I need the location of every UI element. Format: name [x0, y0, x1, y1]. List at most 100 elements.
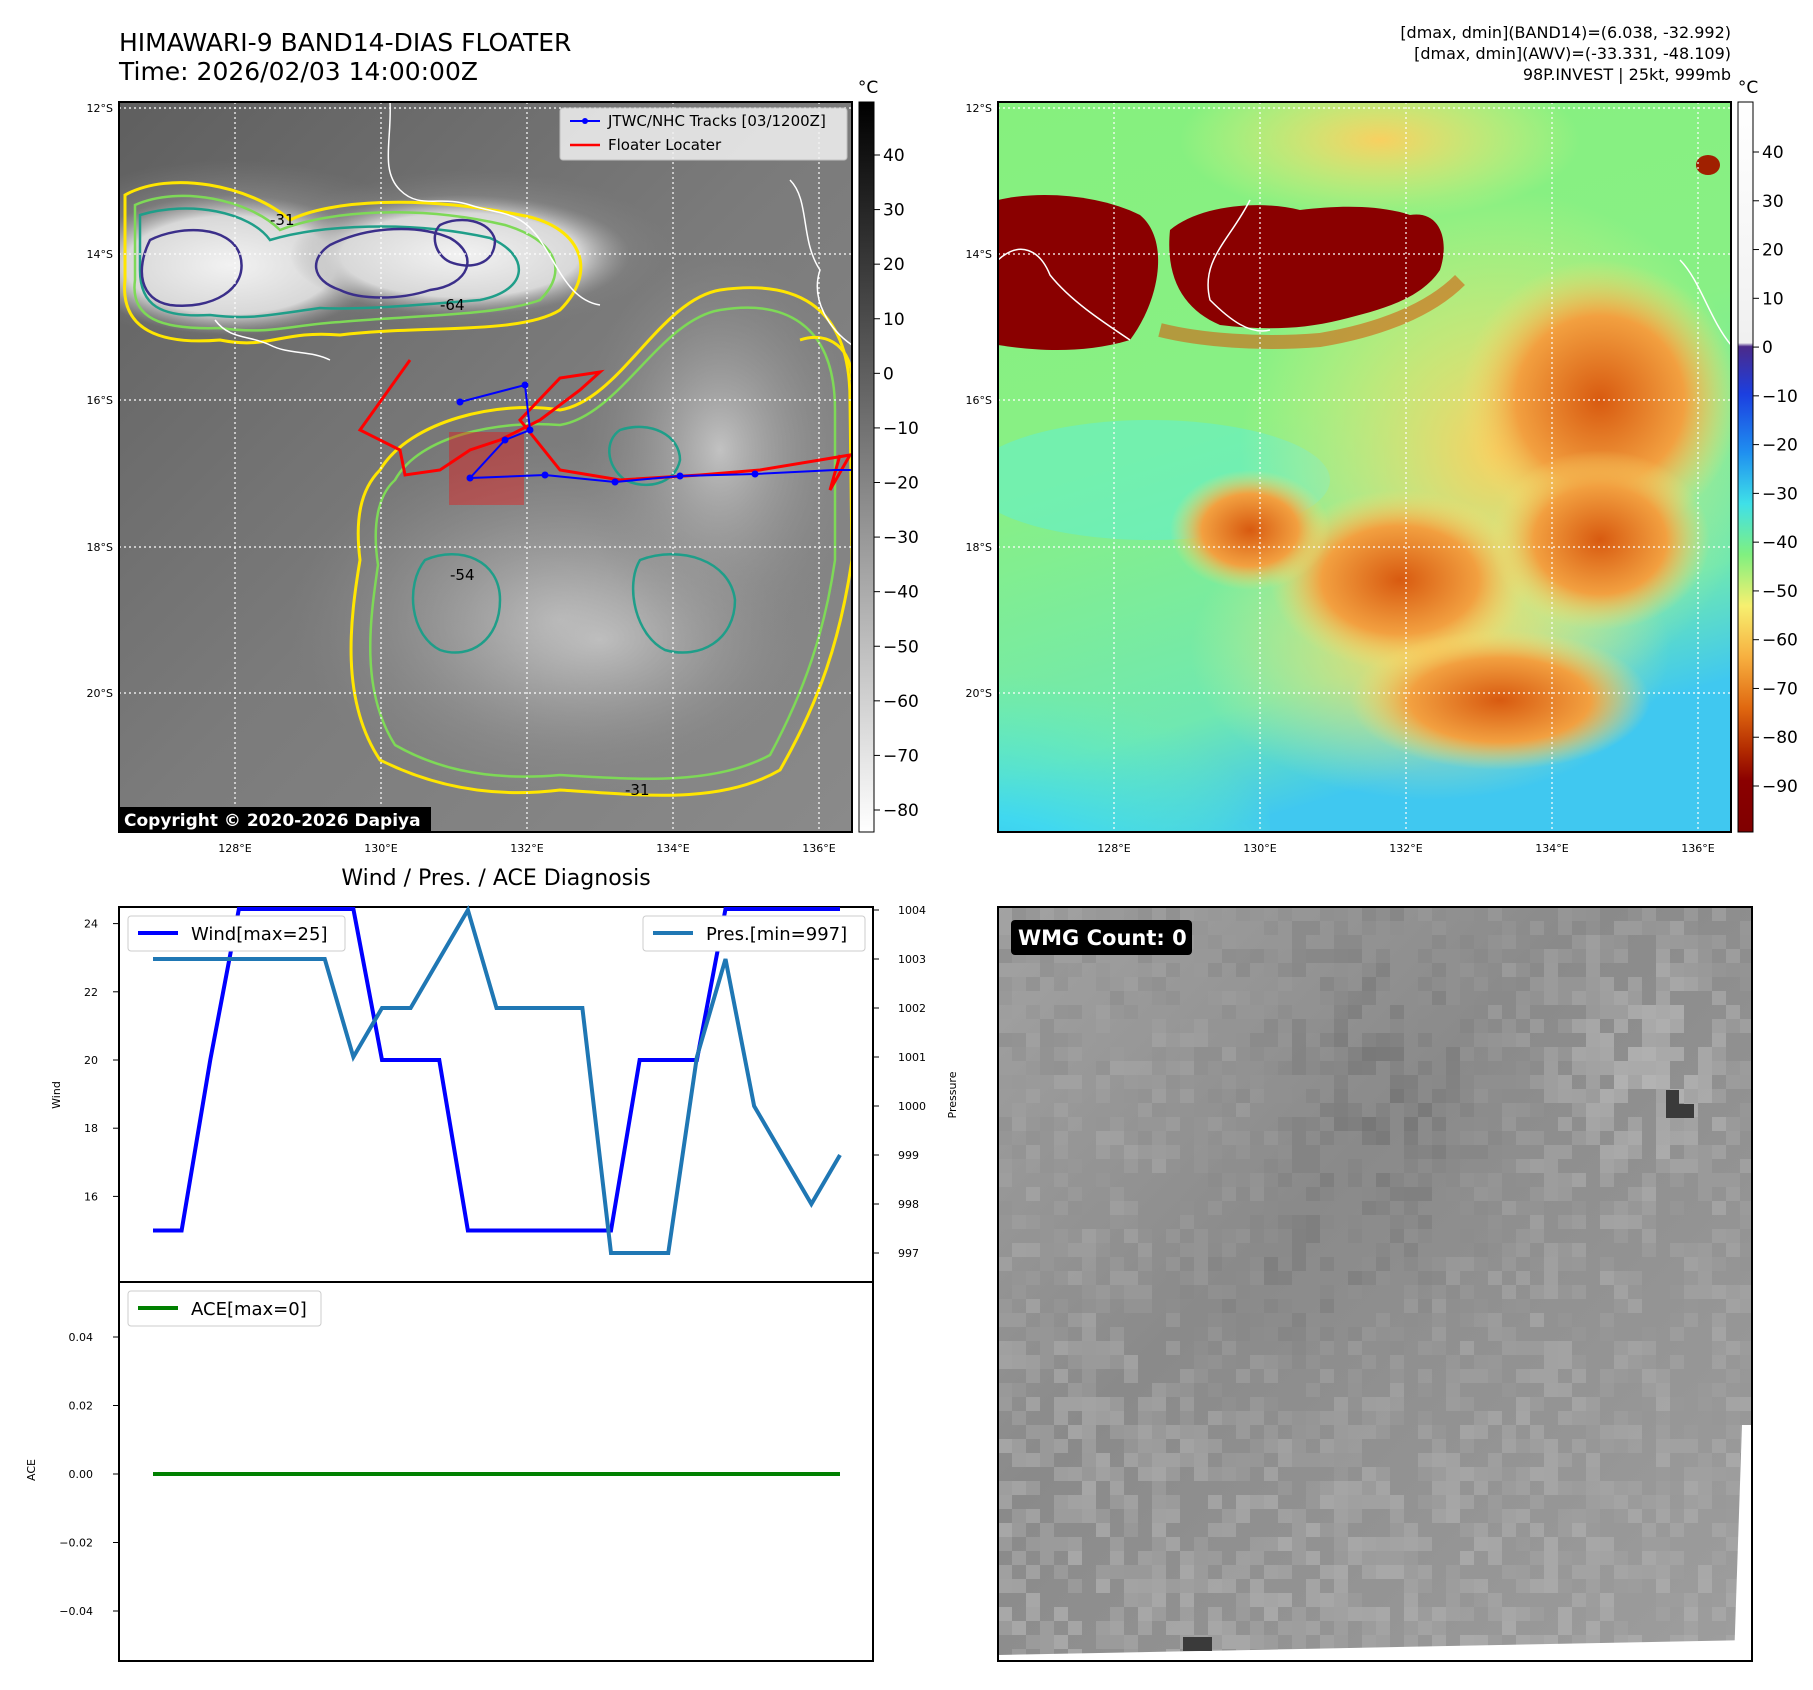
wmg-count-badge	[1011, 920, 1192, 955]
svg-text:134°E: 134°E	[1535, 842, 1568, 855]
ace-ylabel: ACE	[25, 1459, 38, 1481]
ir-colorbar-tick: −40	[883, 583, 919, 603]
contour-label-north: -31	[270, 211, 295, 229]
wmg-marker-3	[1183, 1637, 1212, 1651]
contour-teal-south-2	[631, 553, 737, 654]
ir-colorbar-tick: −70	[883, 746, 919, 766]
ir-lat-ticks: 12°S 14°S 16°S 18°S 20°S	[87, 102, 113, 700]
wind-ytick: 20	[84, 1054, 98, 1067]
ace-legend-label: ACE[max=0]	[191, 1299, 307, 1320]
wind-legend: Wind[max=25]	[127, 915, 346, 952]
svg-text:18°S: 18°S	[966, 541, 992, 554]
coastline-north	[387, 102, 601, 306]
pressure-ytick: 1002	[898, 1002, 926, 1015]
copyright-badge	[120, 807, 431, 832]
pressure-ytick: 999	[898, 1149, 919, 1162]
wmg-outside-edge	[1734, 1425, 1752, 1661]
awv-dryband-west	[998, 195, 1159, 350]
svg-text:132°E: 132°E	[1389, 842, 1422, 855]
ir-colorbar-tick: −20	[883, 474, 919, 494]
pressure-ytick: 1001	[898, 1051, 926, 1064]
coastline-east	[789, 179, 852, 346]
contour-navy-north-2	[314, 227, 469, 299]
ir-lon-ticks: 128°E 130°E 132°E 134°E 136°E	[218, 842, 835, 855]
awv-colorbar-tick: −60	[1762, 631, 1798, 651]
awv-coastline-east	[1679, 259, 1731, 346]
ace-chart: 0.04 0.02 0.00 −0.02 −0.04 ACE ACE[max=0]	[25, 1281, 874, 1662]
awv-colorbar-tick: 40	[1762, 143, 1784, 163]
svg-text:136°E: 136°E	[802, 842, 835, 855]
ace-ytick: 0.04	[69, 1331, 94, 1344]
wmg-bottom-edge	[998, 1640, 1752, 1661]
pressure-legend: Pres.[min=997]	[642, 915, 866, 952]
ir-colorbar-tick: 30	[883, 201, 905, 221]
wmg-frame	[997, 906, 1753, 1662]
ir-colorbar-tick: −30	[883, 528, 919, 548]
pressure-ylabel: Pressure	[946, 1071, 959, 1118]
awv-colorbar-tick: −40	[1762, 533, 1798, 553]
svg-text:134°E: 134°E	[656, 842, 689, 855]
pressure-ytick: 1004	[898, 904, 926, 917]
contour-yellow-north	[123, 181, 583, 345]
wind-ytick: 22	[84, 986, 98, 999]
awv-colorbar-tick: −50	[1762, 582, 1798, 602]
wmg-count-label: WMG Count: 0	[1018, 926, 1187, 950]
awv-colorbar-tick: −70	[1762, 679, 1798, 699]
ir-colorbar-tick: −80	[883, 801, 919, 821]
wind-ylabel: Wind	[50, 1081, 63, 1109]
awv-colorbar-tick: −80	[1762, 728, 1798, 748]
contour-label-south-54: -54	[450, 566, 475, 584]
contour-label-north-64: -64	[440, 296, 465, 314]
awv-dryband-edge	[1158, 274, 1465, 349]
ace-ytick: 0.00	[69, 1468, 94, 1481]
svg-text:16°S: 16°S	[87, 394, 113, 407]
svg-text:20°S: 20°S	[966, 687, 992, 700]
svg-text:130°E: 130°E	[364, 842, 397, 855]
wind-series-line	[153, 907, 840, 1233]
ir-colorbar-tick: −10	[883, 419, 919, 439]
awv-colorbar-tick: 20	[1762, 241, 1784, 261]
ir-map-frame	[118, 101, 853, 833]
svg-text:14°S: 14°S	[87, 248, 113, 261]
awv-coastline-west	[998, 248, 1131, 341]
svg-text:128°E: 128°E	[218, 842, 251, 855]
contour-teal-south-1	[411, 553, 502, 654]
jtwc-track-points	[456, 381, 759, 486]
awv-lon-ticks: 128°E 130°E 132°E 134°E 136°E	[1097, 842, 1714, 855]
svg-text:12°S: 12°S	[87, 102, 113, 115]
stats-awv: [dmax, dmin](AWV)=(-33.331, -48.109)	[1414, 44, 1731, 63]
awv-colorbar-tick: −20	[1762, 436, 1798, 456]
svg-text:130°E: 130°E	[1243, 842, 1276, 855]
awv-lat-ticks: 12°S 14°S 16°S 18°S 20°S	[966, 102, 992, 700]
contour-yellow-south	[349, 286, 852, 797]
pressure-ytick: 1003	[898, 953, 926, 966]
pressure-ytick: 997	[898, 1247, 919, 1260]
stats-band14: [dmax, dmin](BAND14)=(6.038, -32.992)	[1400, 23, 1731, 42]
ir-colorbar-tick: 40	[883, 146, 905, 166]
floater-locater-path	[357, 359, 852, 491]
ace-ytick: 0.02	[69, 1400, 94, 1413]
ir-colorbar-tick: −60	[883, 692, 919, 712]
awv-colorbar-tick: 0	[1762, 338, 1773, 358]
ir-map-legend: JTWC/NHC Tracks [03/1200Z] Floater Locat…	[559, 107, 848, 161]
ir-colorbar-tick: −50	[883, 637, 919, 657]
awv-map-frame	[997, 101, 1732, 833]
awv-map-panel	[998, 102, 1731, 832]
awv-coastline-north	[1207, 199, 1271, 332]
coastline-west	[214, 319, 331, 361]
wind-ytick: 18	[84, 1122, 98, 1135]
wind-pres-chart: 24 22 20 18 16 1004 1003 1002 1001 1000 999 998 997…	[50, 904, 959, 1283]
wmg-marker-2	[1666, 1104, 1694, 1118]
svg-text:16°S: 16°S	[966, 394, 992, 407]
ir-colorbar-tick: 0	[883, 364, 894, 384]
awv-colorbar-tick: 10	[1762, 289, 1784, 309]
awv-colorbar-tick: 30	[1762, 192, 1784, 212]
svg-text:20°S: 20°S	[87, 687, 113, 700]
awv-colorbar-tick: −10	[1762, 387, 1798, 407]
svg-text:132°E: 132°E	[510, 842, 543, 855]
wmg-marker-1	[1666, 1090, 1679, 1104]
ace-ytick: −0.02	[59, 1537, 93, 1550]
contour-green-north	[133, 194, 557, 332]
ace-ytick: −0.04	[59, 1605, 93, 1618]
